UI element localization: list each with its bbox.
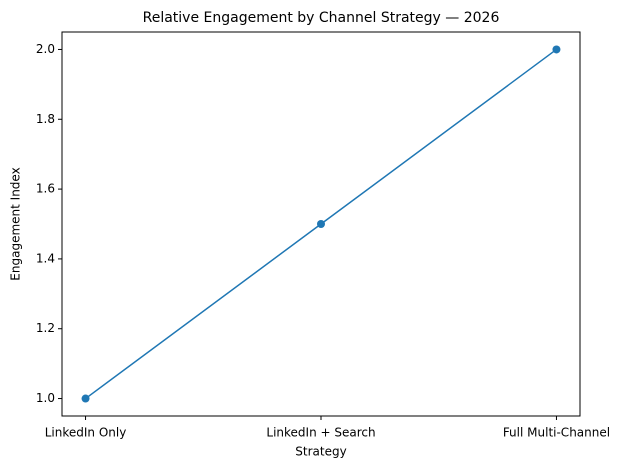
y-axis-label: Engagement Index	[9, 167, 23, 280]
y-tick-label: 1.2	[36, 321, 55, 335]
x-tick-label: LinkedIn Only	[45, 426, 127, 440]
x-axis-label: Strategy	[295, 445, 346, 459]
y-tick-label: 2.0	[36, 42, 55, 56]
y-tick-label: 1.4	[36, 251, 55, 265]
y-tick-label: 1.0	[36, 391, 55, 405]
y-tick-label: 1.6	[36, 182, 55, 196]
x-tick-label: LinkedIn + Search	[266, 426, 375, 440]
marker	[317, 220, 325, 228]
chart-title: Relative Engagement by Channel Strategy …	[143, 10, 500, 26]
marker	[552, 45, 561, 54]
y-tick-label: 1.8	[36, 112, 55, 126]
x-tick-label: Full Multi-Channel	[503, 426, 610, 440]
marker	[81, 394, 90, 403]
